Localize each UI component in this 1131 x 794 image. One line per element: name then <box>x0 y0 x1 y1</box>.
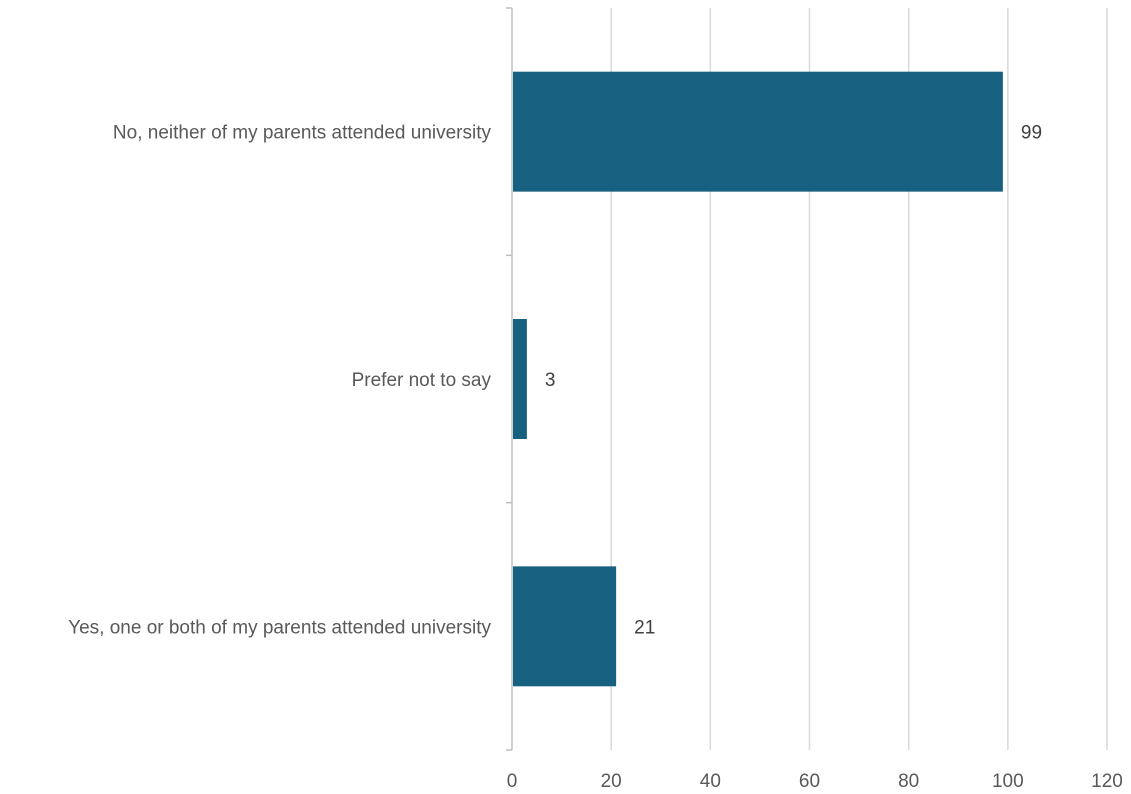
x-tick-label: 0 <box>507 771 518 792</box>
x-tick-label: 80 <box>898 771 919 792</box>
data-label: 99 <box>1021 123 1042 144</box>
category-label: No, neither of my parents attended unive… <box>113 123 492 144</box>
x-tick-label: 120 <box>1091 771 1123 792</box>
bars <box>513 71 1003 687</box>
data-label: 3 <box>545 370 556 391</box>
bar-2 <box>513 319 527 439</box>
category-label: Yes, one or both of my parents attended … <box>68 617 491 638</box>
x-tick-label: 100 <box>992 771 1024 792</box>
x-tick-label: 60 <box>799 771 820 792</box>
bar-1 <box>513 71 1003 192</box>
category-axis <box>506 7 513 751</box>
bar-3 <box>513 566 617 687</box>
x-tick-label: 40 <box>700 771 721 792</box>
x-tick-label: 20 <box>601 771 622 792</box>
category-label: Prefer not to say <box>352 370 492 391</box>
data-label: 21 <box>634 617 655 638</box>
labels: 0 20 40 60 80 100 120 No, neither of my parents… <box>68 123 1123 792</box>
